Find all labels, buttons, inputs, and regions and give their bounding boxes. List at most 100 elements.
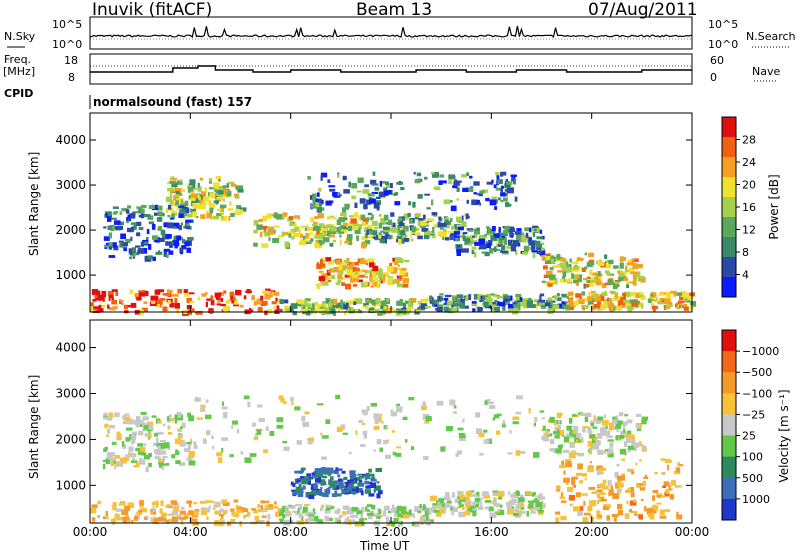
power-cell [636,263,643,269]
power-cell [556,297,562,302]
power-cell [305,310,311,316]
power-cell [650,303,655,306]
power-cell [366,199,372,205]
power-cell [378,274,384,279]
power-cell [304,239,310,242]
power-cell [479,235,486,242]
power-cell [111,217,117,220]
power-cell [223,305,230,312]
power-cell [314,198,321,203]
power-cell [581,304,584,310]
velocity-cell [395,510,400,514]
power-cell [341,207,347,213]
power-cell [311,303,315,309]
power-cell [369,229,375,235]
velocity-cell [527,500,534,503]
velocity-cell [201,507,206,511]
power-cell [340,304,345,310]
velocity-cell [236,508,242,512]
velocity-cell [345,482,350,488]
power-cell [392,257,396,262]
power-cell [587,276,591,279]
velocity-cell [526,510,530,517]
power-cell [619,256,624,263]
velocity-cell [541,436,544,440]
power-cell [497,197,501,201]
velocity-cell [449,399,456,406]
velocity-cell [457,427,464,431]
power-cell [531,245,536,251]
power-cell [491,226,496,231]
power-cell [495,171,500,176]
nave-label: Nave [752,65,781,78]
velocity-cell [576,472,583,477]
power-cell [151,204,159,211]
power-cell [200,214,206,219]
velocity-cell [324,508,331,514]
power-cell [640,303,644,309]
power-cell [468,229,474,232]
velocity-cell [125,454,132,458]
power-cell [374,309,380,314]
power-cell [138,215,143,218]
power-cell [294,215,300,219]
velocity-cell [376,516,381,519]
velocity-cell [350,514,355,518]
power-cell [125,209,130,214]
velocity-cell [317,477,322,483]
velocity-cell [662,485,667,488]
power-cell [585,284,590,288]
power-cell [116,225,124,230]
power-cell [498,227,501,233]
power-cell [526,246,533,251]
velocity-cell [400,507,407,514]
velocity-cell [166,416,170,422]
power-cell [679,295,684,301]
velocity-cell [178,462,186,466]
power-cell [517,305,521,311]
velocity-cell [124,413,130,416]
velocity-cell [631,439,635,446]
power-cell [318,239,323,244]
velocity-cell [295,504,302,507]
power-colorbar-label: 20 [742,179,756,192]
velocity-cell [370,403,377,407]
velocity-cell [543,435,549,442]
velocity-cell [142,428,145,431]
velocity-cell [561,460,565,466]
power-cell [189,219,194,223]
power-cell [522,303,528,309]
power-cell [656,297,659,301]
power-cell [393,193,398,196]
power-cell [352,284,358,287]
power-cell [514,250,518,256]
power-cell [385,183,390,189]
power-cell [384,230,390,233]
velocity-cell [333,480,338,485]
power-cell [403,238,410,242]
power-cell [366,270,372,273]
velocity-cell [267,513,271,520]
power-cell [299,233,304,238]
power-cell [424,176,428,180]
velocity-cell [331,485,337,488]
velocity-cell [258,418,265,423]
velocity-cell [324,515,329,522]
power-cell [340,229,348,233]
velocity-cell [339,484,345,489]
power-cell [607,304,614,309]
power-cell [171,202,177,206]
power-cell [375,297,381,303]
power-cell [253,220,259,226]
velocity-cell [152,501,157,504]
power-cell [375,268,383,275]
velocity-cell [636,482,642,488]
power-cell [350,218,357,224]
power-cell [319,306,325,310]
power-cell [259,231,263,238]
power-cell [130,222,137,225]
power-cell [404,300,409,305]
velocity-cell [258,519,265,523]
power-cell [185,219,191,223]
power-cell [107,216,112,222]
